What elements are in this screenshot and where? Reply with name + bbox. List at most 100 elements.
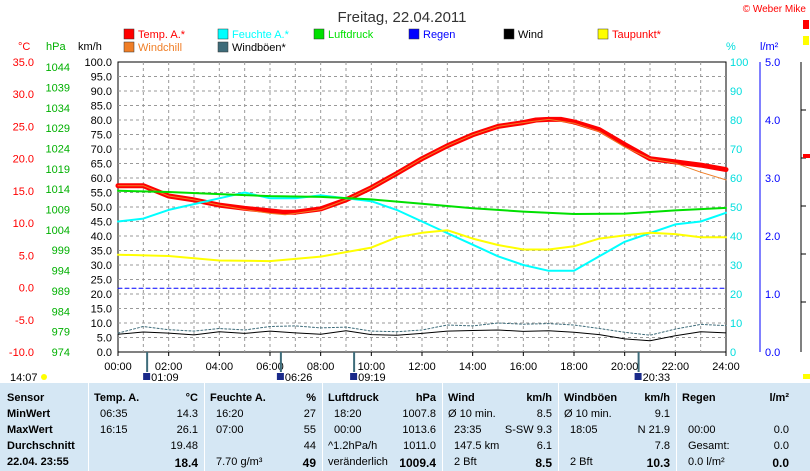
series-line-dewpoint	[117, 229, 727, 263]
legend-swatch-rain	[408, 28, 420, 40]
sun-marker	[41, 374, 47, 380]
pressure-column: Luftdruck hPa 18:20 1007.8 00:00 1013.6 …	[322, 383, 443, 471]
temp-current-value: 18.4	[174, 456, 198, 470]
legend-label-temp: Temp. A.*	[138, 29, 186, 41]
sensor-header: Sensor	[7, 392, 45, 404]
pressure-axis-unit: hPa	[46, 41, 66, 53]
humidity-tick-label: 50	[730, 202, 742, 214]
pressure-header: Luftdruck	[328, 392, 379, 404]
speed-tick-label: 55.0	[91, 188, 112, 200]
wind-max-time: 23:35	[454, 424, 482, 436]
humidity-tick-label: 90	[730, 86, 742, 98]
left-marker-label: 14:07	[10, 372, 38, 383]
pressure-trend: ^1.2hPa/h	[328, 440, 378, 452]
legend-swatch-windchill	[123, 41, 135, 53]
pressure-tick-label: 979	[52, 327, 70, 339]
humidity-min-value: 27	[303, 408, 316, 420]
legend-swatch-pressure	[313, 28, 325, 40]
rain-max-value: 0.0	[773, 424, 789, 436]
legend-label-pressure: Luftdruck	[328, 29, 374, 41]
rain-current-value: 0.0	[772, 456, 789, 470]
sensor-column: Sensor MinWert MaxWert Durchschnitt 22.0…	[0, 383, 89, 471]
temp-tick-label: 30.0	[13, 89, 34, 101]
x-tick-label: 12:00	[408, 361, 436, 373]
wind-column: Wind km/h Ø 10 min. 8.5 23:35 S-SW 9.3 1…	[442, 383, 559, 471]
rain-tick-label: 3.0	[765, 173, 780, 185]
legend-label-dewpoint: Taupunkt*	[612, 29, 662, 41]
wind-max-direction: S-SW 9.3	[504, 424, 552, 436]
temp-max-value: 26.1	[176, 424, 198, 436]
pressure-tick-label: 1019	[46, 164, 70, 176]
adjacent-chart-fragment	[800, 20, 810, 379]
x-tick-label: 24:00	[712, 361, 740, 373]
x-tick-label: 10:00	[358, 361, 386, 373]
rain-tick-label: 2.0	[765, 231, 780, 243]
x-tick-label: 20:00	[611, 361, 639, 373]
rain-max-time: 00:00	[688, 424, 716, 436]
moon-marker	[350, 373, 358, 380]
x-tick-label: 22:00	[662, 361, 690, 373]
pressure-min-value: 1007.8	[402, 408, 436, 420]
legend-swatch-wind	[503, 28, 515, 40]
min-label: MinWert	[7, 408, 51, 420]
temp-tick-label: 0.0	[19, 283, 34, 295]
speed-tick-label: 45.0	[91, 217, 112, 229]
rain-tick-label: 0.0	[765, 347, 780, 359]
wind-current-value: 8.5	[535, 456, 552, 470]
pressure-tick-label: 1004	[46, 225, 70, 237]
gust-daily-avg: 7.8	[654, 440, 670, 452]
wind-header: Wind	[448, 392, 475, 404]
temp-avg-value: 19.48	[170, 440, 198, 452]
humidity-avg-value: 44	[303, 440, 316, 452]
gust-beaufort: 2 Bft	[570, 456, 593, 468]
humidity-tick-label: 30	[730, 260, 742, 272]
x-tick-label: 00:00	[104, 361, 132, 373]
pressure-unit: hPa	[415, 392, 436, 404]
pressure-tick-label: 984	[52, 306, 70, 318]
x-tick-label: 08:00	[307, 361, 335, 373]
gust-avg-label: Ø 10 min.	[564, 408, 612, 420]
legend-label-humidity: Feuchte A.*	[232, 29, 290, 41]
pressure-current-value: 1009.4	[399, 456, 436, 470]
moon-marker	[276, 373, 284, 380]
speed-tick-label: 80.0	[91, 115, 112, 127]
wind-avg-label: Ø 10 min.	[448, 408, 496, 420]
pressure-tick-label: 1034	[46, 103, 70, 115]
humidity-tick-label: 20	[730, 289, 742, 301]
time-marker-label: 01:09	[151, 372, 179, 383]
temp-unit: °C	[185, 392, 198, 404]
temperature-column: Temp. A. °C 06:35 14.3 16:15 26.1 19.48 …	[88, 383, 205, 471]
pressure-tick-label: 989	[52, 286, 70, 298]
humidity-tick-label: 100	[730, 57, 748, 69]
gust-header: Windböen	[564, 392, 618, 404]
temp-header: Temp. A.	[94, 392, 140, 404]
series-line-windgust	[117, 322, 727, 336]
gust-avg-value: 9.1	[654, 408, 670, 420]
speed-tick-label: 75.0	[91, 130, 112, 142]
rain-tick-label: 4.0	[765, 115, 780, 127]
statistics-panel: Sensor MinWert MaxWert Durchschnitt 22.0…	[0, 383, 810, 471]
pressure-tendency: veränderlich	[328, 456, 388, 468]
humidity-tick-label: 0	[730, 347, 736, 359]
speed-tick-label: 95.0	[91, 72, 112, 84]
humidity-header: Feuchte A.	[210, 392, 266, 404]
wind-distance: 147.5 km	[454, 440, 500, 452]
humidity-tick-label: 60	[730, 173, 742, 185]
humidity-tick-label: 40	[730, 231, 742, 243]
pressure-tick-label: 994	[52, 266, 70, 278]
pressure-min-time: 18:20	[334, 408, 362, 420]
time-markers: 01:09 06:26 09:19 20:33 14:07	[10, 352, 670, 383]
legend-swatch-humidity	[217, 28, 229, 40]
temp-min-value: 14.3	[176, 408, 198, 420]
credit-text: © Weber Mike	[743, 4, 807, 15]
x-tick-label: 06:00	[256, 361, 284, 373]
rain-tick-label: 1.0	[765, 289, 780, 301]
speed-tick-label: 65.0	[91, 159, 112, 171]
speed-tick-label: 50.0	[91, 202, 112, 214]
rain-current-label: 0.0 l/m²	[688, 456, 725, 468]
pressure-max-value: 1013.6	[402, 424, 436, 436]
rain-total-value: 0.0	[773, 440, 789, 452]
temp-tick-label: -5.0	[15, 315, 34, 327]
temp-tick-label: -10.0	[9, 347, 34, 359]
x-tick-label: 04:00	[206, 361, 234, 373]
